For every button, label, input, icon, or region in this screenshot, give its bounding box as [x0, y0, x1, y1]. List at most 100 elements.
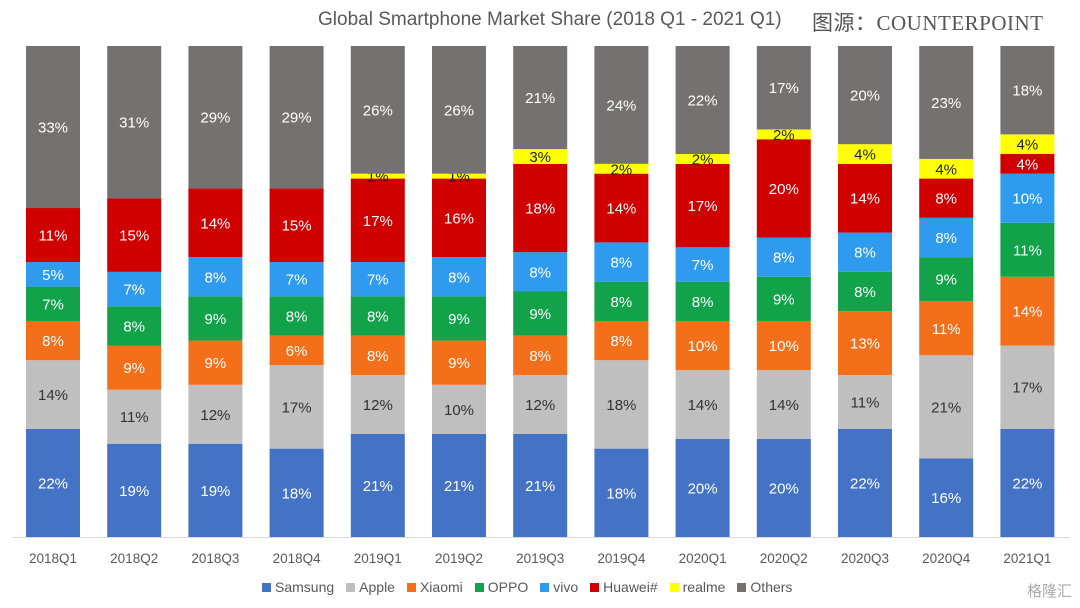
data-label: 13%: [850, 336, 880, 353]
bar-segment-huawei-2018q2: [107, 198, 162, 272]
bar-segment-realme-2019q3: [513, 149, 568, 164]
x-tick-label: 2020Q4: [922, 551, 971, 566]
bar-segment-samsung-2020q4: [919, 458, 974, 537]
bar-segment-xiaomi-2019q1: [350, 335, 405, 375]
data-label: 2%: [692, 151, 714, 168]
data-label: 4%: [854, 147, 876, 164]
bar-segment-apple-2019q3: [513, 374, 568, 434]
bar-segment-apple-2020q2: [756, 370, 811, 439]
legend-item-apple: Apple: [346, 579, 395, 595]
bar-segment-oppo-2020q3: [838, 271, 892, 312]
bar-segment-samsung-2019q3: [513, 433, 568, 537]
bar-segment-vivo-2018q2: [107, 271, 162, 307]
data-label: 22%: [38, 475, 68, 492]
bar-segment-oppo-2020q1: [675, 281, 730, 321]
source-label: 图源：COUNTERPOINT: [812, 11, 1044, 35]
bar-segment-oppo-2018q4: [269, 296, 324, 336]
data-label: 14%: [200, 215, 230, 232]
bar-segment-vivo-2019q4: [594, 242, 649, 282]
bar-segment-oppo-2020q2: [756, 276, 811, 321]
bar-segment-huawei-2018q1: [26, 208, 80, 263]
bar-segment-samsung-2019q2: [432, 433, 486, 537]
x-tick-label: 2018Q3: [191, 551, 239, 566]
x-tick-label: 2021Q1: [1003, 551, 1051, 566]
data-label: 11%: [932, 321, 961, 338]
x-tick-label: 2020Q1: [679, 551, 727, 566]
data-label: 9%: [935, 272, 957, 289]
data-label: 10%: [769, 338, 799, 355]
data-label: 11%: [1013, 242, 1042, 259]
data-label: 18%: [606, 397, 636, 414]
data-label: 7%: [367, 272, 389, 289]
bar-segment-apple-2020q4: [919, 355, 974, 459]
bar-segment-apple-2021q1: [1000, 345, 1055, 429]
bar-segment-oppo-2021q1: [1000, 222, 1055, 277]
data-label: 16%: [444, 210, 474, 227]
bar-segment-xiaomi-2019q4: [594, 320, 649, 361]
bar-segment-oppo-2019q3: [513, 291, 568, 336]
data-label: 17%: [282, 399, 312, 416]
chart-title: Global Smartphone Market Share (2018 Q1 …: [318, 9, 782, 30]
data-label: 9%: [123, 360, 145, 377]
bar-segment-realme-2019q2: [432, 173, 486, 179]
bar-segment-samsung-2020q3: [838, 428, 892, 537]
bar-segment-vivo-2020q1: [675, 247, 730, 282]
bar-segment-xiaomi-2019q3: [513, 335, 568, 375]
bar-segment-vivo-2019q3: [513, 252, 568, 292]
data-label: 5%: [42, 267, 64, 284]
data-label: 9%: [205, 355, 227, 372]
data-label: 11%: [851, 394, 880, 411]
data-label: 21%: [525, 478, 555, 495]
bar-segment-huawei-2020q1: [675, 163, 730, 248]
legend-item-vivo: vivo: [540, 579, 578, 595]
bar-segment-oppo-2018q1: [26, 286, 80, 321]
data-label: 3%: [529, 149, 551, 166]
data-label: 8%: [448, 269, 470, 286]
data-label: 7%: [692, 257, 714, 274]
data-label: 8%: [529, 348, 551, 365]
data-label: 8%: [692, 294, 714, 311]
bar-segment-samsung-2018q2: [107, 443, 162, 537]
bar-segment-realme-2020q3: [838, 144, 892, 164]
bar-segment-huawei-2020q3: [838, 163, 892, 233]
data-label: 8%: [529, 264, 551, 281]
data-label: 17%: [688, 198, 718, 215]
data-label: 21%: [931, 399, 961, 416]
bar-segment-oppo-2018q2: [107, 306, 162, 346]
data-label: 33%: [38, 120, 68, 137]
data-label: 20%: [769, 480, 799, 497]
bar-segment-vivo-2018q1: [26, 262, 80, 287]
bar-segment-others-2019q4: [594, 46, 649, 164]
data-label: 19%: [119, 483, 149, 500]
data-label: 15%: [282, 218, 312, 235]
x-tick-label: 2018Q1: [29, 551, 77, 566]
data-label: 21%: [363, 478, 393, 495]
data-label: 14%: [850, 191, 880, 208]
data-label: 17%: [1012, 380, 1042, 397]
legend-item-samsung: Samsung: [262, 579, 334, 595]
bar-segment-apple-2018q1: [26, 360, 80, 429]
data-label: 8%: [773, 250, 795, 267]
data-label: 20%: [769, 181, 799, 198]
legend-label: Samsung: [275, 579, 335, 595]
bar-segment-xiaomi-2018q3: [188, 340, 243, 385]
bar-segment-realme-2019q4: [594, 163, 649, 174]
x-tick-label: 2018Q2: [110, 551, 158, 566]
data-label: 8%: [123, 318, 145, 335]
bar-segment-others-2020q2: [756, 46, 811, 130]
data-label: 14%: [688, 397, 718, 414]
bar-segment-huawei-2020q2: [756, 139, 811, 238]
data-label: 16%: [931, 490, 961, 507]
data-label: 8%: [611, 255, 633, 272]
bar-segment-vivo-2019q1: [350, 262, 405, 297]
bar-segment-others-2018q4: [269, 46, 324, 189]
bar-segment-realme-2021q1: [1000, 134, 1055, 155]
x-tick-label: 2019Q3: [516, 551, 564, 566]
x-tick-label: 2018Q4: [273, 551, 322, 566]
bar-segment-samsung-2018q4: [269, 448, 324, 537]
bar-segment-realme-2019q1: [350, 173, 405, 179]
legend-label: OPPO: [487, 579, 529, 595]
data-label: 9%: [205, 311, 227, 328]
bar-segment-oppo-2018q3: [188, 296, 243, 341]
legend-label: Apple: [359, 579, 395, 595]
